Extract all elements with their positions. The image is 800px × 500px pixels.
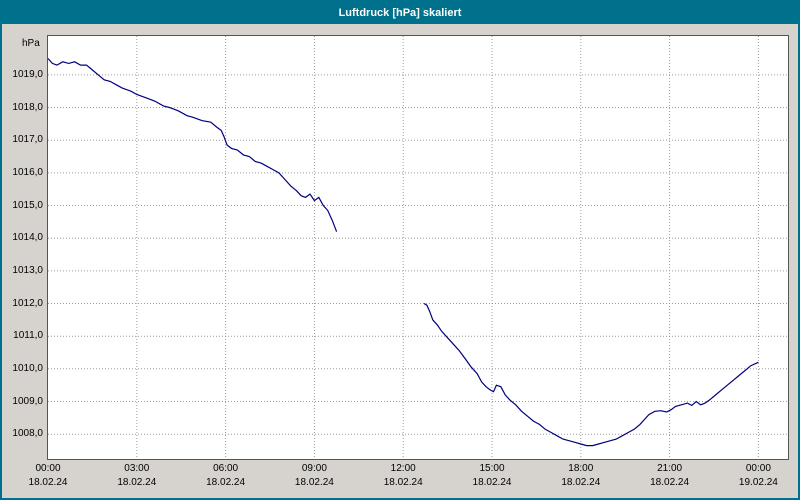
pressure-series-line (423, 302, 759, 447)
x-tick-date-label: 18.02.24 (561, 477, 601, 488)
x-axis-tick-labels: 00:00 18.02.24 03:00 18.02.24 06:00 18.02.24 0… (2, 463, 798, 495)
x-tick-date-label: 18.02.24 (117, 477, 157, 488)
x-tick-date-label: 18.02.24 (28, 477, 68, 488)
window-title: Luftdruck [hPa] skaliert (338, 7, 462, 19)
y-tick-label: 1015,0 (12, 199, 43, 211)
y-tick-label: 1014,0 (12, 232, 43, 244)
x-tick-time-label: 21:00 (657, 463, 683, 474)
y-tick-label: 1019,0 (12, 68, 43, 80)
y-tick-label: 1010,0 (12, 362, 43, 374)
plot-area (47, 35, 789, 460)
pressure-line-chart (48, 36, 788, 459)
x-tick-time-label: 15:00 (479, 463, 505, 474)
x-tick-time-label: 03:00 (124, 463, 150, 474)
y-tick-label: 1018,0 (12, 101, 43, 113)
pressure-series-line (48, 58, 338, 232)
y-tick-label: 1013,0 (12, 264, 43, 276)
title-bar: Luftdruck [hPa] skaliert (2, 2, 798, 24)
x-tick-date-label: 18.02.24 (383, 477, 423, 488)
x-tick-date-label: 19.02.24 (738, 477, 778, 488)
y-tick-label: 1011,0 (13, 330, 43, 342)
x-tick-time-label: 09:00 (301, 463, 327, 474)
x-tick-date-label: 18.02.24 (650, 477, 690, 488)
y-axis-tick-labels: 1019,0 1018,0 1017,0 1016,0 1015,0 1014,0 1013… (2, 2, 43, 498)
x-tick-time-label: 00:00 (35, 463, 61, 474)
y-tick-label: 1012,0 (12, 297, 43, 309)
x-tick-time-label: 06:00 (213, 463, 239, 474)
x-tick-time-label: 18:00 (568, 463, 594, 474)
y-tick-label: 1017,0 (12, 134, 43, 146)
y-tick-label: 1016,0 (12, 166, 43, 178)
y-tick-label: 1009,0 (12, 395, 43, 407)
y-axis-unit-label: hPa (22, 38, 40, 49)
y-tick-label: 1008,0 (12, 428, 43, 440)
x-tick-time-label: 12:00 (390, 463, 416, 474)
x-tick-date-label: 18.02.24 (294, 477, 334, 488)
x-tick-time-label: 00:00 (745, 463, 771, 474)
x-tick-date-label: 18.02.24 (472, 477, 512, 488)
x-tick-date-label: 18.02.24 (206, 477, 246, 488)
